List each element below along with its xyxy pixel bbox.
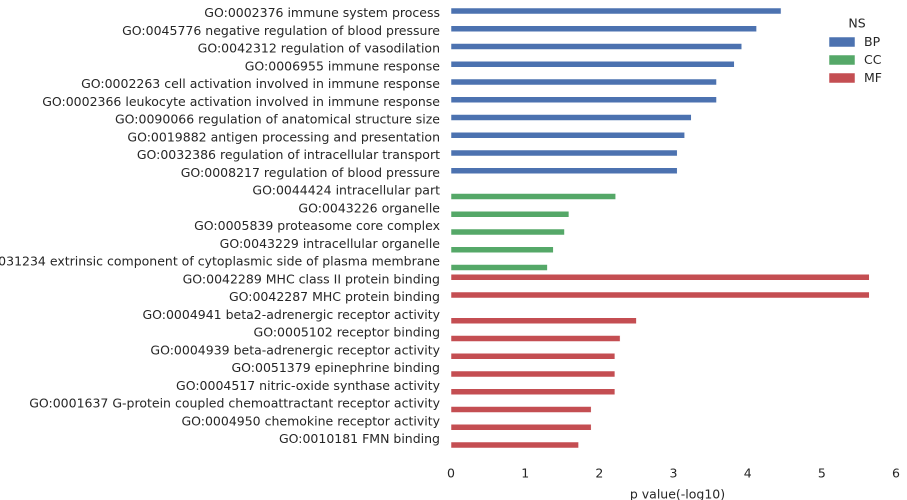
category-label: GO:0004941 beta2-adrenergic receptor act… xyxy=(142,307,440,322)
x-tick-label: 5 xyxy=(818,466,826,481)
bar-bp xyxy=(450,96,717,103)
category-label: GO:0019882 antigen processing and presen… xyxy=(127,129,440,144)
bar-cc xyxy=(450,264,548,271)
category-label: GO:0002366 leukocyte activation involved… xyxy=(42,94,440,109)
bar-mf xyxy=(450,370,616,378)
category-label: GO:0043229 intracellular organelle xyxy=(220,236,441,251)
bar-cc xyxy=(450,193,616,200)
category-label: GO:0004950 chemokine receptor activity xyxy=(181,413,440,428)
category-label: GO:0032386 regulation of intracellular t… xyxy=(137,147,440,162)
category-label: GO:0005839 proteasome core complex xyxy=(194,218,440,233)
bar-bp xyxy=(450,43,742,50)
category-label: GO:0042312 regulation of vasodilation xyxy=(198,41,440,56)
bar-bp xyxy=(450,7,782,15)
legend-label: CC xyxy=(864,52,882,67)
x-axis-label: p value(-log10) xyxy=(630,487,725,500)
x-tick-label: 4 xyxy=(744,466,752,481)
bar-mf xyxy=(450,441,579,449)
legend: NS BP CC MF xyxy=(828,16,882,85)
category-label: GO:0031234 extrinsic component of cytopl… xyxy=(0,254,440,269)
category-label: GO:0090066 regulation of anatomical stru… xyxy=(115,112,440,127)
legend-label: MF xyxy=(864,70,882,85)
bar-mf xyxy=(450,335,621,342)
category-label: GO:0044424 intracellular part xyxy=(252,183,440,198)
bar-bp xyxy=(450,149,678,157)
bars-layer xyxy=(450,7,870,449)
legend-title: NS xyxy=(848,16,865,31)
bar-mf xyxy=(450,291,870,299)
category-label: GO:0004517 nitric-oxide synthase activit… xyxy=(176,378,441,393)
category-label: GO:0005102 receptor binding xyxy=(254,325,440,340)
x-axis: 0 1 2 3 4 5 6 p value(-log10) xyxy=(447,466,900,500)
category-label: GO:0051379 epinephrine binding xyxy=(231,360,440,375)
category-label: GO:0010181 FMN binding xyxy=(279,431,440,446)
category-label: GO:0042287 MHC protein binding xyxy=(229,289,440,304)
category-label: GO:0008217 regulation of blood pressure xyxy=(181,165,441,180)
bar-bp xyxy=(450,114,692,121)
bar-mf xyxy=(450,317,637,324)
bar-mf xyxy=(450,353,616,360)
bar-cc xyxy=(450,246,554,253)
category-label: GO:0002263 cell activation involved in i… xyxy=(81,76,440,91)
bar-bp xyxy=(450,61,735,68)
category-label: GO:0006955 immune response xyxy=(245,58,441,73)
bar-mf xyxy=(450,406,592,413)
category-label: GO:0042289 MHC class II protein binding xyxy=(183,271,440,286)
category-label: GO:0045776 negative regulation of blood … xyxy=(122,23,440,38)
bar-bp xyxy=(450,78,717,86)
category-label: GO:0043226 organelle xyxy=(298,200,440,215)
category-label: GO:0001637 G-protein coupled chemoattrac… xyxy=(29,396,440,411)
category-label: GO:0004939 beta-adrenergic receptor acti… xyxy=(150,342,440,357)
legend-label: BP xyxy=(864,34,881,49)
bar-bp xyxy=(450,132,685,139)
x-tick-label: 0 xyxy=(447,466,455,481)
x-tick-label: 2 xyxy=(595,466,603,481)
x-tick-label: 3 xyxy=(670,466,678,481)
x-tick-label: 1 xyxy=(521,466,529,481)
bar-bp xyxy=(450,25,757,32)
bar-cc xyxy=(450,228,565,236)
category-label: GO:0002376 immune system process xyxy=(204,5,440,20)
bar-mf xyxy=(450,424,592,431)
legend-swatch-bp xyxy=(828,36,856,48)
bar-bp xyxy=(450,167,678,174)
x-tick-label: 6 xyxy=(892,466,900,481)
legend-swatch-cc xyxy=(828,54,856,66)
category-labels: GO:0002376 immune system process GO:00457… xyxy=(0,5,441,446)
bar-cc xyxy=(450,211,570,218)
bar-mf xyxy=(450,388,616,395)
bar-mf xyxy=(450,274,870,281)
legend-swatch-mf xyxy=(828,72,856,84)
